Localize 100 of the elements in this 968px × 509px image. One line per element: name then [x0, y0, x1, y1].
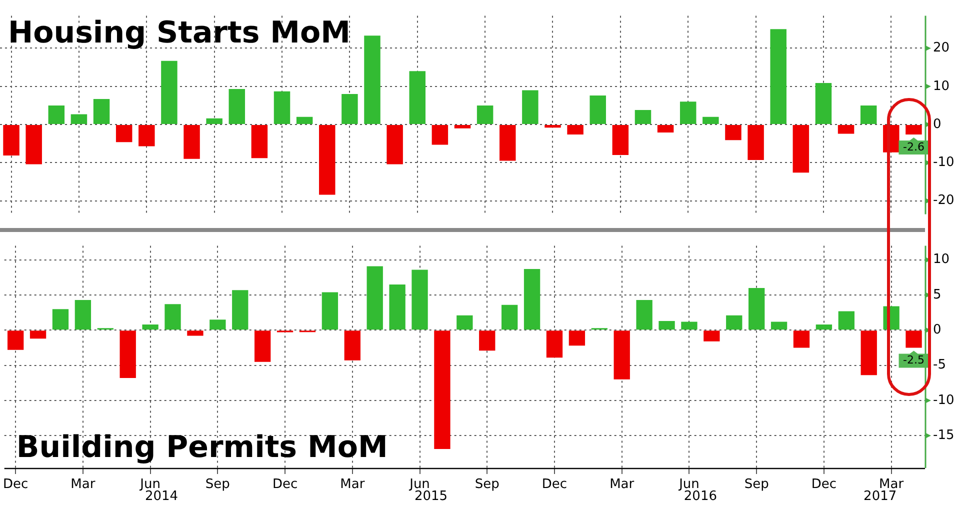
- x-tick-label: Dec: [542, 477, 568, 492]
- x-tick-label: Sep: [474, 477, 500, 492]
- y-tick-label: 0: [933, 322, 942, 338]
- bar: [412, 270, 428, 330]
- bar: [138, 125, 155, 146]
- bar: [860, 330, 877, 376]
- bar: [52, 309, 69, 330]
- bar: [187, 330, 204, 336]
- bar: [70, 114, 88, 124]
- x-tick-label: Mar: [340, 477, 366, 492]
- y-tick-label: -15: [933, 428, 954, 444]
- x-tick-label: Sep: [205, 477, 230, 492]
- bar: [636, 300, 652, 330]
- bar: [342, 94, 358, 124]
- data-label: -2.6: [902, 140, 924, 154]
- x-tick-label: Mar: [70, 477, 96, 492]
- bar: [366, 266, 383, 330]
- y-tick-label: 10: [933, 78, 950, 94]
- bar: [3, 125, 20, 156]
- bar: [793, 330, 810, 348]
- bar: [386, 125, 403, 164]
- bar: [816, 324, 832, 330]
- bar: [838, 311, 854, 330]
- bar: [748, 125, 764, 160]
- y-tick-label: 0: [933, 116, 942, 132]
- bar: [838, 125, 854, 134]
- bar: [524, 269, 540, 330]
- bar: [815, 82, 832, 124]
- bar: [681, 322, 698, 330]
- y-tick-label: -20: [933, 193, 954, 208]
- bar: [120, 330, 136, 378]
- bar: [26, 125, 42, 164]
- bar: [725, 125, 742, 140]
- bar: [254, 330, 271, 362]
- bar: [860, 105, 877, 124]
- bar: [142, 324, 158, 330]
- bar: [434, 330, 450, 450]
- bar: [74, 300, 92, 330]
- bar: [567, 125, 584, 134]
- bar: [322, 292, 338, 330]
- bar: [546, 330, 563, 358]
- y-tick-label: 20: [933, 40, 950, 56]
- bar: [454, 125, 471, 128]
- bar: [344, 330, 360, 360]
- bar: [48, 105, 65, 124]
- bar: [502, 304, 518, 330]
- bar: [522, 90, 538, 124]
- y-tick-label: -10: [933, 392, 954, 408]
- x-tick-label: Sep: [744, 477, 769, 492]
- bar: [704, 330, 720, 342]
- bar: [116, 125, 132, 142]
- bar: [409, 71, 426, 124]
- bar: [432, 125, 448, 145]
- x-tick-label: Dec: [272, 477, 298, 492]
- bar: [274, 91, 290, 124]
- bar: [906, 330, 922, 348]
- bar: [251, 125, 268, 158]
- x-tick-label: Dec: [811, 477, 837, 492]
- x-tick-label: Dec: [3, 477, 28, 492]
- bar: [319, 125, 336, 195]
- bar: [906, 125, 922, 134]
- bar: [657, 125, 674, 133]
- y-tick-label: -10: [933, 155, 954, 170]
- bar: [184, 125, 200, 159]
- bar: [389, 284, 406, 330]
- bar: [658, 321, 675, 330]
- bar: [770, 29, 786, 124]
- bar: [456, 315, 473, 330]
- bar: [476, 105, 494, 124]
- bar: [792, 125, 810, 173]
- bar: [30, 330, 46, 339]
- bar: [634, 110, 652, 124]
- bar: [210, 320, 226, 330]
- bar: [590, 96, 606, 124]
- bar: [164, 304, 181, 330]
- bar: [500, 125, 516, 161]
- bar: [544, 125, 561, 128]
- y-tick-label: 10: [933, 252, 950, 268]
- bar: [614, 330, 630, 380]
- bar: [770, 322, 788, 330]
- bar: [206, 118, 222, 124]
- y-tick-label: -5: [933, 358, 946, 373]
- text: 2017: [864, 488, 897, 504]
- bar: [93, 98, 110, 124]
- bar: [232, 290, 248, 330]
- bar: [161, 60, 178, 124]
- bar: [479, 330, 496, 351]
- chart-title: Housing Starts MoM: [8, 16, 350, 51]
- bar: [726, 315, 742, 330]
- x-tick-label: Mar: [610, 477, 635, 492]
- bar: [7, 330, 24, 350]
- data-label: -2.5: [903, 354, 925, 367]
- bar: [748, 288, 765, 330]
- bar: [568, 330, 586, 346]
- bar: [680, 102, 696, 124]
- bar: [228, 89, 246, 124]
- bar: [612, 125, 629, 156]
- text: Building Permits MoM: [16, 430, 388, 465]
- bar: [364, 36, 380, 124]
- y-tick-label: 5: [933, 287, 942, 302]
